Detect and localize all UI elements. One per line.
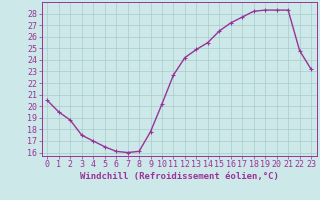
X-axis label: Windchill (Refroidissement éolien,°C): Windchill (Refroidissement éolien,°C)	[80, 172, 279, 181]
